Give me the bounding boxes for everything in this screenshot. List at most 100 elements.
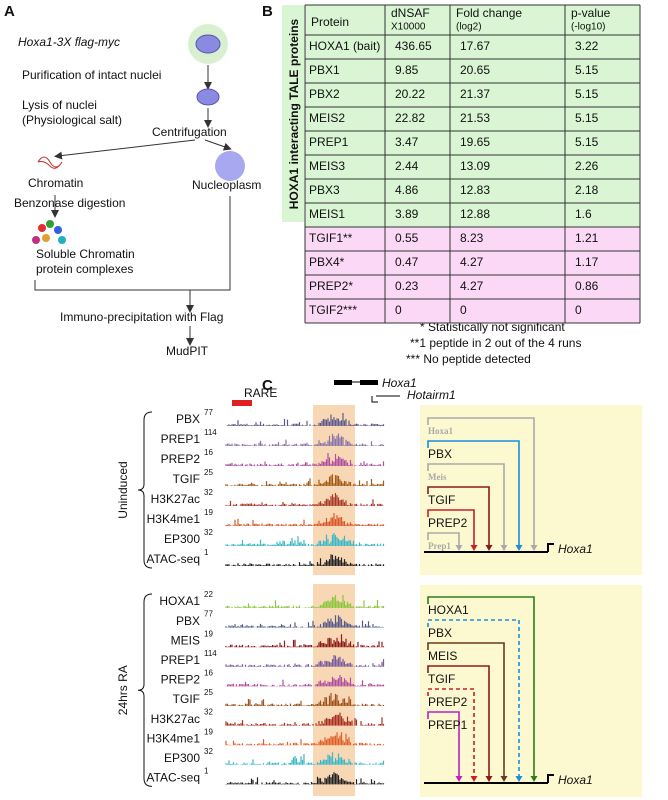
diagram-bg bbox=[420, 405, 642, 575]
table-cell: 5.15 bbox=[575, 111, 599, 125]
arrowhead bbox=[485, 776, 493, 782]
table-cell: 2.44 bbox=[395, 159, 419, 173]
factor-arrow bbox=[427, 532, 460, 546]
side-band bbox=[282, 5, 304, 222]
table-row-bg bbox=[305, 155, 640, 179]
track-scale: 32 bbox=[204, 488, 213, 497]
step: Purification of intact nuclei bbox=[22, 68, 161, 82]
factor-label: PBX bbox=[428, 447, 452, 461]
brace bbox=[137, 411, 153, 569]
table-cell: 5.15 bbox=[575, 135, 599, 149]
table-cell: 20.65 bbox=[460, 63, 490, 77]
rare-label: RARE bbox=[244, 386, 277, 400]
table-cell: 0 bbox=[575, 303, 582, 317]
factor-arrow bbox=[427, 642, 505, 777]
track-name: ATAC-seq bbox=[146, 771, 200, 785]
gene-label: Hotairm1 bbox=[407, 388, 456, 402]
track-scale: 25 bbox=[204, 688, 213, 697]
table-cell: 0.86 bbox=[575, 279, 599, 293]
table-cell: 436.65 bbox=[395, 39, 432, 53]
factor-arrow bbox=[427, 619, 520, 777]
factor-label: PREP2 bbox=[428, 516, 468, 530]
track-name: H3K4me1 bbox=[147, 512, 201, 526]
track-name: H3K27ac bbox=[151, 712, 200, 726]
factor-label: Prep1 bbox=[428, 541, 451, 551]
signal bbox=[225, 675, 385, 687]
track-name: PBX bbox=[176, 412, 200, 426]
table-cell: PREP2* bbox=[309, 279, 353, 293]
signal bbox=[225, 513, 385, 526]
signal bbox=[226, 413, 385, 426]
table-cell: 5.15 bbox=[575, 87, 599, 101]
note: * Statistically not significant bbox=[420, 320, 565, 334]
factor-label: MEIS bbox=[428, 649, 457, 663]
panel-label: A bbox=[4, 3, 15, 20]
signal bbox=[225, 554, 385, 566]
table-cell: MEIS2 bbox=[309, 111, 345, 125]
track-scale: 16 bbox=[204, 448, 213, 457]
table-row-bg bbox=[305, 299, 640, 323]
signal bbox=[225, 533, 385, 546]
target-tss bbox=[547, 543, 554, 552]
signal bbox=[225, 474, 385, 486]
table-cell: 4.27 bbox=[460, 255, 484, 269]
signal bbox=[225, 772, 385, 785]
factor-label: PREP1 bbox=[428, 718, 468, 732]
signal bbox=[225, 712, 385, 726]
table-cell: 1.6 bbox=[575, 207, 592, 221]
highlight bbox=[313, 405, 355, 575]
track-name: PREP2 bbox=[161, 452, 201, 466]
track-scale: 114 bbox=[204, 649, 217, 658]
gene-label: Hoxa1 bbox=[382, 376, 417, 390]
label: Nucleoplasm bbox=[192, 178, 261, 192]
table-row-bg bbox=[305, 35, 640, 59]
factor-label: Meis bbox=[428, 472, 447, 482]
table-row-bg bbox=[305, 179, 640, 203]
target-label: Hoxa1 bbox=[558, 773, 593, 787]
table-row-bg bbox=[305, 227, 640, 251]
track-name: H3K4me1 bbox=[147, 731, 201, 745]
track-scale: 32 bbox=[204, 708, 213, 717]
table-cell: 17.67 bbox=[460, 39, 490, 53]
signal bbox=[225, 634, 385, 648]
table-cell: 3.22 bbox=[575, 39, 599, 53]
arrowhead bbox=[530, 545, 538, 551]
factor-arrow bbox=[427, 417, 535, 546]
table-cell: MEIS1 bbox=[309, 207, 345, 221]
table-cell: PBX1 bbox=[309, 63, 340, 77]
table-cell: 4.27 bbox=[460, 279, 484, 293]
track-scale: 1 bbox=[204, 767, 209, 776]
factor-label: PREP2 bbox=[428, 695, 468, 709]
step: (Physiological salt) bbox=[22, 113, 122, 127]
table-cell: 22.82 bbox=[395, 111, 425, 125]
label: Chromatin bbox=[28, 176, 83, 190]
table-header: Fold change bbox=[456, 6, 522, 20]
step: Soluble Chromatin bbox=[36, 247, 135, 261]
side-label: HOXA1 interacting TALE proteins bbox=[287, 18, 301, 209]
track-scale: 32 bbox=[204, 747, 213, 756]
factor-label: TGIF bbox=[428, 672, 455, 686]
signal bbox=[225, 453, 385, 466]
table-cell: 3.47 bbox=[395, 135, 419, 149]
table-row-bg bbox=[305, 275, 640, 299]
table-cell: 21.53 bbox=[460, 111, 490, 125]
track-name: TGIF bbox=[173, 472, 200, 486]
factor-arrow bbox=[427, 440, 520, 546]
title: Hoxa1-3X flag-myc bbox=[18, 35, 120, 49]
table-cell: 0 bbox=[460, 303, 467, 317]
table-header: X10000 bbox=[391, 22, 426, 33]
step: protein complexes bbox=[36, 262, 133, 276]
table-cell: 0.23 bbox=[395, 279, 419, 293]
signal bbox=[225, 493, 385, 506]
table-cell: 20.22 bbox=[395, 87, 425, 101]
factor-arrow bbox=[427, 463, 505, 546]
factor-arrow bbox=[427, 711, 460, 777]
table-cell: 3.89 bbox=[395, 207, 419, 221]
step: Centrifugation bbox=[152, 125, 227, 139]
table-row-bg bbox=[305, 203, 640, 227]
gene2-track bbox=[371, 395, 400, 403]
track-name: HOXA1 bbox=[159, 594, 200, 608]
track-scale: 16 bbox=[204, 669, 213, 678]
table-cell: 9.85 bbox=[395, 63, 419, 77]
